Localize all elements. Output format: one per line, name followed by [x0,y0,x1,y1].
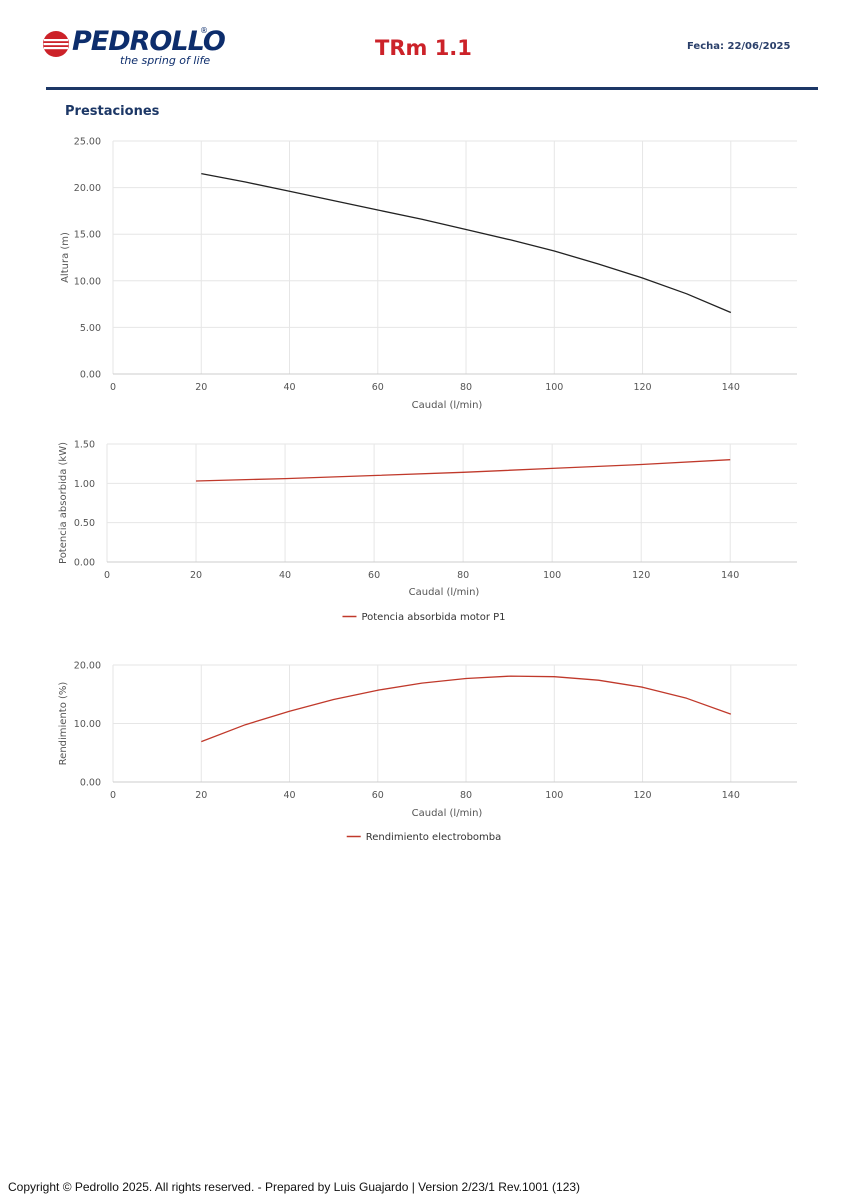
document-title: TRm 1.1 [375,36,472,60]
y-tick-label: 0.50 [74,518,95,529]
x-tick-label: 60 [372,382,384,393]
x-axis-title: Caudal (l/min) [412,808,483,819]
x-tick-label: 0 [110,790,116,801]
y-axis-title: Altura (m) [60,232,71,283]
y-tick-label: 25.00 [74,137,101,148]
x-tick-label: 0 [104,570,110,581]
x-tick-label: 140 [721,570,739,581]
x-tick-label: 80 [460,790,472,801]
brand-tagline: the spring of life [120,54,211,67]
y-axis-title: Potencia absorbida (kW) [58,442,69,564]
x-tick-label: 120 [633,382,651,393]
x-tick-label: 120 [633,790,651,801]
y-tick-label: 20.00 [74,661,101,672]
x-tick-label: 100 [545,790,563,801]
header-divider [46,87,818,90]
x-tick-label: 60 [372,790,384,801]
series-line [201,675,732,743]
footer-copyright: Copyright © Pedrollo 2025. All rights re… [8,1180,581,1194]
y-axis-title: Rendimiento (%) [58,682,69,766]
x-tick-label: 80 [460,382,472,393]
x-tick-label: 40 [283,382,295,393]
y-tick-label: 20.00 [74,183,101,194]
height-chart: 0.00 5.00 10.00 15.00 20.00 25.00 0 20 40 60 80 100… [60,137,797,411]
x-tick-label: 20 [190,570,202,581]
y-tick-label: 0.00 [80,370,101,381]
pedrollo-logo-icon [43,31,69,57]
y-tick-label: 1.50 [74,440,95,451]
x-axis-title: Caudal (l/min) [409,587,480,598]
legend-label: Potencia absorbida motor P1 [361,612,505,623]
y-tick-label: 0.00 [74,558,95,569]
registered-mark: ® [200,26,208,35]
x-tick-label: 120 [632,570,650,581]
x-tick-label: 0 [110,382,116,393]
x-tick-label: 100 [543,570,561,581]
series-line [195,459,731,482]
x-tick-label: 100 [545,382,563,393]
series-line [201,172,732,314]
section-title: Prestaciones [65,104,160,119]
y-tick-label: 1.00 [74,479,95,490]
pedrollo-logo: PEDROLLO ® the spring of life [42,26,226,68]
efficiency-chart: 0.00 10.00 20.00 0 20 40 60 80 100 120 140 Caudal (… [58,661,797,843]
x-tick-label: 140 [722,382,740,393]
y-tick-label: 15.00 [74,230,101,241]
x-tick-label: 140 [722,790,740,801]
x-tick-label: 20 [195,382,207,393]
y-tick-label: 10.00 [74,719,101,730]
x-tick-label: 60 [368,570,380,581]
x-tick-label: 80 [457,570,469,581]
x-tick-label: 40 [279,570,291,581]
y-tick-label: 10.00 [74,276,101,287]
x-tick-label: 40 [283,790,295,801]
x-tick-label: 20 [195,790,207,801]
document-date: Fecha: 22/06/2025 [687,41,791,52]
legend-label: Rendimiento electrobomba [366,832,502,843]
power-chart: 0.00 0.50 1.00 1.50 0 20 40 60 80 100 120 140 Caudal… [58,440,797,623]
brand-name: PEDROLLO [72,26,226,57]
x-axis-title: Caudal (l/min) [412,400,483,411]
y-tick-label: 5.00 [80,323,101,334]
y-tick-label: 0.00 [80,778,101,789]
